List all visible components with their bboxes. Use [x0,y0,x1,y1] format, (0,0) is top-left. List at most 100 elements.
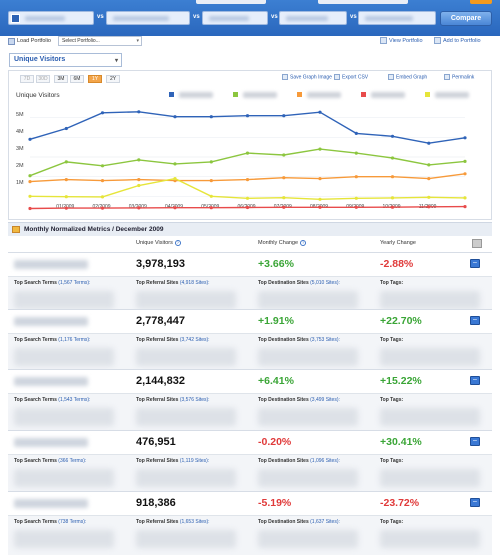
site-input-3[interactable] [202,11,268,25]
vs-label: vs [97,14,104,20]
referral-sites-count-link[interactable]: (3,576 Sites): [179,397,210,403]
legend-checkbox[interactable] [360,91,367,98]
collapse-row-button[interactable]: – [470,437,480,446]
collapse-row-button[interactable]: – [470,316,480,325]
data-point [137,178,141,182]
metric-select[interactable]: Unique Visitors ▾ [9,53,122,67]
portfolio-select[interactable]: Select Portfolio... ▾ [58,36,142,46]
search-terms-count-link[interactable]: (1,567 Terms): [58,280,91,286]
top-destination-sites-label: Top Destination Sites [258,280,309,286]
embed-graph-label: Embed Graph [396,74,428,81]
referral-sites-count-link[interactable]: (3,742 Sites): [179,337,210,343]
unique-visitors-value: 2,144,832 [136,375,185,387]
data-point [245,151,250,155]
search-terms-count-link[interactable]: (738 Terms): [58,519,87,525]
data-point [390,134,395,138]
redacted-list [14,348,114,366]
compare-button[interactable]: Compare [440,11,492,26]
top-referral-sites-label: Top Referral Sites [136,458,179,464]
export-csv-link[interactable]: Export CSV [334,74,368,80]
portfolio-icon [380,37,387,44]
referral-sites-count-link[interactable]: (4,918 Sites): [179,280,210,286]
redacted-list [380,469,480,487]
top-search-terms: Top Search Terms (738 Terms): [14,519,86,525]
site-name [14,499,88,508]
redacted-list [14,469,114,487]
site-input-1[interactable] [8,11,94,25]
collapse-row-button[interactable]: – [470,259,480,268]
embed-graph-link[interactable]: Embed Graph [388,74,427,80]
search-terms-count-link[interactable]: (1,176 Terms): [58,337,91,343]
data-point [173,115,177,119]
site-name [14,377,88,386]
search-button[interactable] [470,0,492,4]
data-point [318,177,322,181]
range-button-2y[interactable]: 2Y [106,75,120,83]
permalink-label: Permalink [452,74,475,81]
save-graph-image-link[interactable]: Save Graph Image [282,74,332,80]
destination-sites-count-link[interactable]: (5,010 Sites): [310,280,340,286]
permalink-link[interactable]: Permalink [444,74,474,80]
range-button-3m[interactable]: 3M [54,75,68,83]
site-color-icon [11,14,20,23]
top-referral-sites-label: Top Referral Sites [136,280,179,286]
search-field-stub[interactable] [196,0,266,4]
data-point [100,111,105,115]
destination-sites-count-link[interactable]: (3,753 Sites): [310,337,340,343]
redacted-list [136,408,236,426]
redacted-list [380,530,480,548]
data-point [28,194,32,198]
redacted-list [380,408,480,426]
export-csv-label: Export CSV [342,74,369,81]
top-referral-sites-label: Top Referral Sites [136,519,179,525]
destination-sites-count-link[interactable]: (1,096 Sites): [310,458,340,464]
vs-label: vs [350,14,357,20]
destination-sites-count-link[interactable]: (3,499 Sites): [310,397,340,403]
add-icon [434,37,441,44]
chevron-down-icon: ▾ [114,58,118,64]
legend-checkbox[interactable] [168,91,175,98]
range-button-7d[interactable]: 7D [20,75,34,83]
data-point [28,137,32,141]
data-point [64,178,68,182]
help-icon[interactable]: ? [300,240,307,246]
destination-sites-count-link[interactable]: (1,637 Sites): [310,519,340,525]
site-input-2[interactable] [106,11,190,25]
help-icon[interactable]: ? [174,240,181,246]
view-portfolio-link[interactable]: View Portfolio [380,37,423,44]
collapse-row-button[interactable]: – [470,376,480,385]
legend-checkbox[interactable] [424,91,431,98]
data-point [64,195,68,199]
top-referral-sites: Top Referral Sites (1,119 Sites): [136,458,209,464]
data-point [245,205,250,210]
yearly-change-value: +22.70% [380,315,422,327]
site-summary: 918,386 -5.19% -23.72% – [8,491,492,515]
collapse-row-button[interactable]: – [470,498,480,507]
range-button-1y[interactable]: 1Y [88,75,102,83]
search-field-stub-2[interactable] [318,0,408,4]
data-point [209,160,213,164]
data-point [245,178,250,182]
data-point [28,180,32,184]
range-button-6m[interactable]: 6M [70,75,84,83]
collapse-all-button[interactable] [472,239,482,248]
legend-checkbox[interactable] [232,91,239,98]
referral-sites-count-link[interactable]: (1,653 Sites): [179,519,210,525]
data-point [463,196,467,200]
site-input-5[interactable] [358,11,436,25]
search-terms-count-link[interactable]: (1,543 Terms): [58,397,91,403]
y-tick-label: 1M [16,180,24,186]
site-input-4[interactable] [279,11,347,25]
add-to-portfolio-link[interactable]: Add to Portfolio [434,37,481,44]
data-point [245,196,250,200]
data-point [100,179,105,183]
save-graph-label: Save Graph Image [290,74,332,81]
search-terms-count-link[interactable]: (366 Terms): [58,458,87,464]
data-point [137,110,141,114]
legend-checkbox[interactable] [296,91,303,98]
top-destination-sites: Top Destination Sites (1,637 Sites): [258,519,340,525]
site-summary: 476,951 -0.20% +30.41% – [8,430,492,454]
referral-sites-count-link[interactable]: (1,119 Sites): [179,458,210,464]
data-point [354,151,358,155]
range-button-30d[interactable]: 30D [36,75,50,83]
